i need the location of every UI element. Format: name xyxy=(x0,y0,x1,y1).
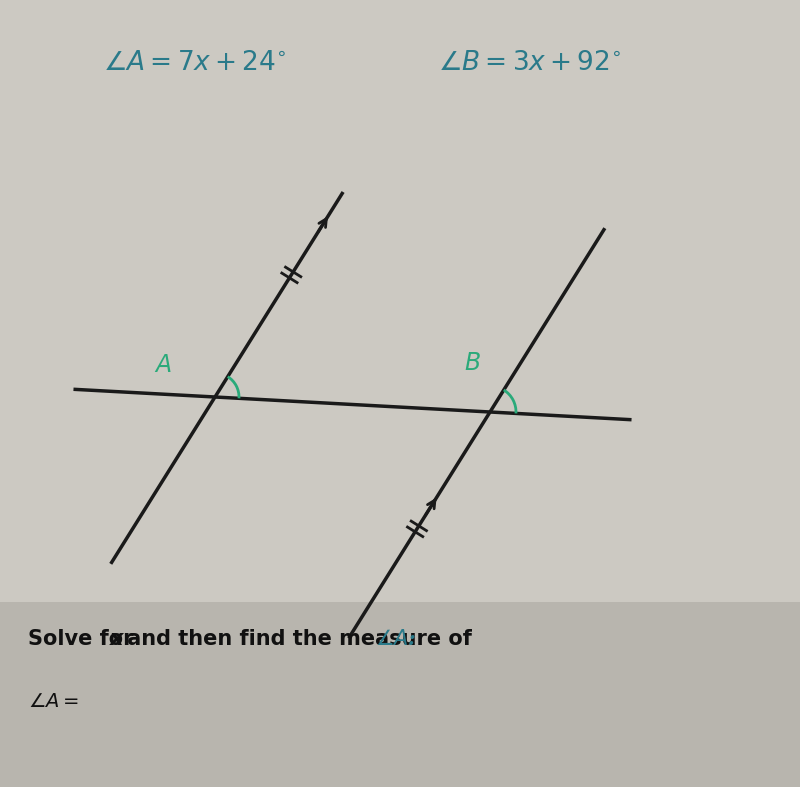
Text: x: x xyxy=(110,629,123,649)
Text: $B$: $B$ xyxy=(464,353,480,375)
Text: $\angle A$:: $\angle A$: xyxy=(375,629,417,649)
Text: $\angle A =$: $\angle A =$ xyxy=(28,693,79,711)
Text: $\angle A = 7x + 24^{\circ}$: $\angle A = 7x + 24^{\circ}$ xyxy=(103,50,286,75)
FancyBboxPatch shape xyxy=(0,602,800,787)
Text: $\angle B = 3x + 92^{\circ}$: $\angle B = 3x + 92^{\circ}$ xyxy=(438,50,622,75)
Text: Solve for: Solve for xyxy=(28,629,141,649)
Text: and then find the measure of: and then find the measure of xyxy=(120,629,479,649)
Text: $A$: $A$ xyxy=(154,353,172,376)
